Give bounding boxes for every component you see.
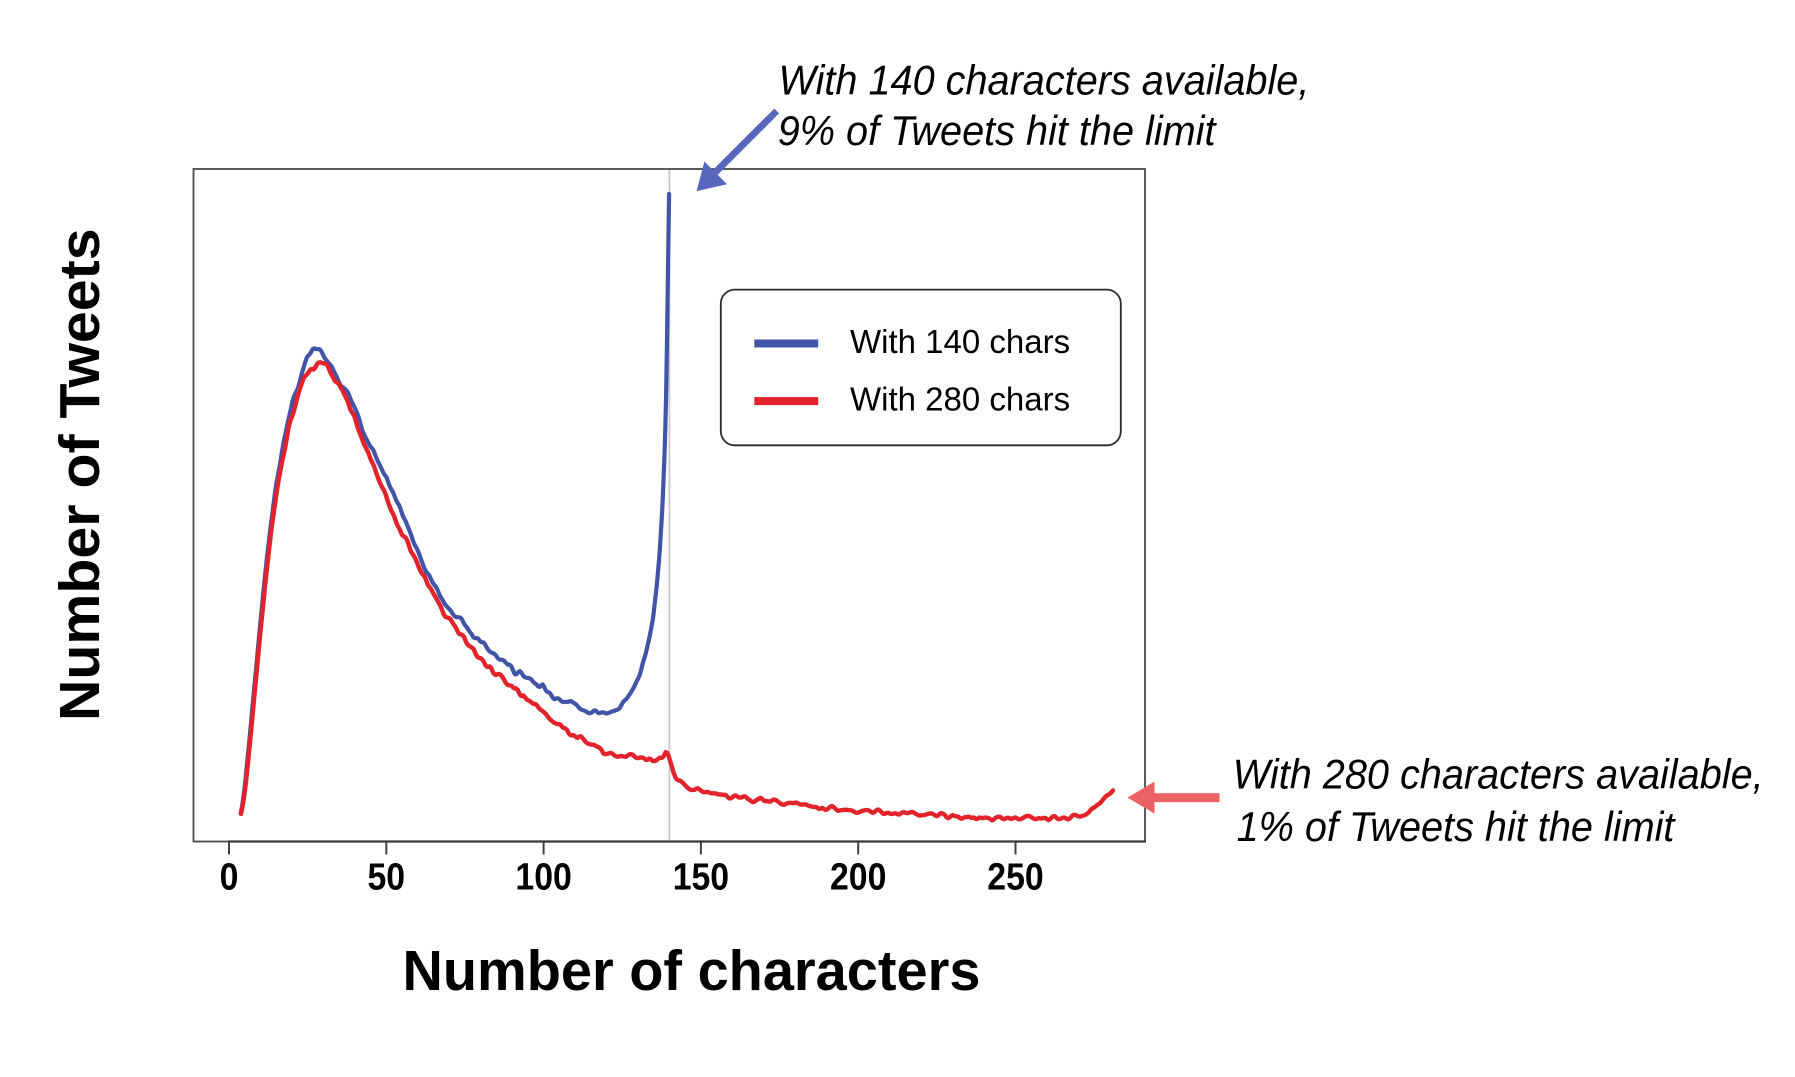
svg-text:150: 150 bbox=[673, 855, 729, 898]
svg-text:With 140 characters available,: With 140 characters available, bbox=[779, 57, 1310, 104]
svg-text:With 140 chars: With 140 chars bbox=[850, 323, 1070, 360]
svg-text:1% of Tweets hit the limit: 1% of Tweets hit the limit bbox=[1237, 803, 1677, 850]
svg-text:With 280 characters available,: With 280 characters available, bbox=[1233, 750, 1764, 797]
svg-text:With 280 chars: With 280 chars bbox=[850, 380, 1070, 417]
svg-text:Number of characters: Number of characters bbox=[403, 939, 981, 1003]
svg-text:200: 200 bbox=[830, 855, 886, 898]
svg-text:0: 0 bbox=[220, 855, 239, 898]
svg-text:9% of Tweets hit the limit: 9% of Tweets hit the limit bbox=[778, 107, 1218, 154]
svg-text:50: 50 bbox=[367, 855, 405, 898]
svg-text:250: 250 bbox=[987, 855, 1043, 898]
svg-text:Number of Tweets: Number of Tweets bbox=[48, 228, 112, 721]
svg-text:100: 100 bbox=[515, 855, 571, 898]
